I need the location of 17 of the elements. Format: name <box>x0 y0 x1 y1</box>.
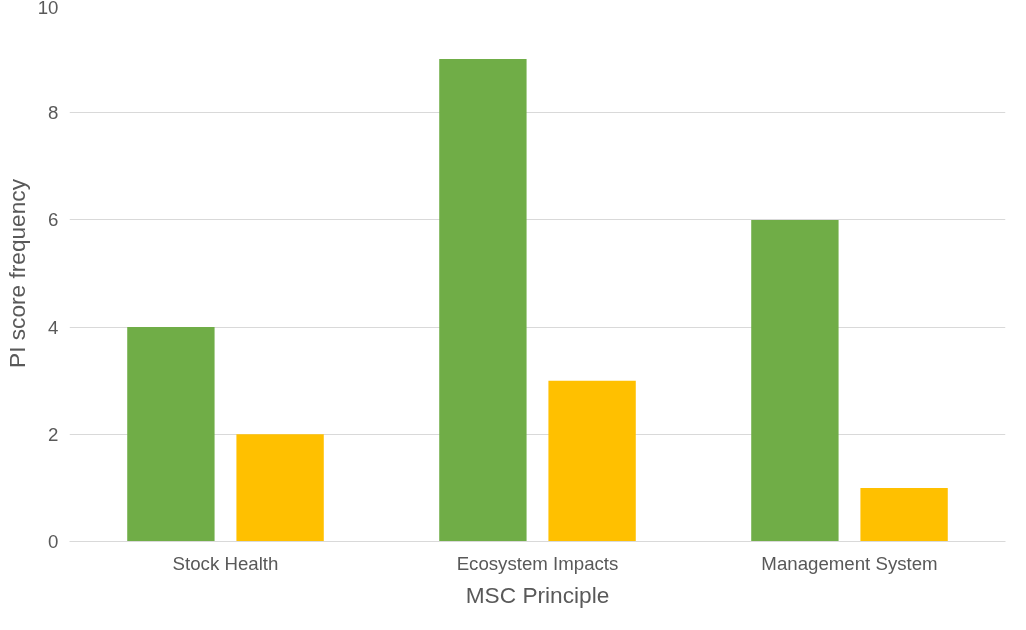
x-tick-label: Stock Health <box>172 552 279 574</box>
y-tick-label: 8 <box>48 102 59 124</box>
bar <box>860 487 948 542</box>
x-axis-title: MSC Principle <box>465 581 610 608</box>
y-tick-label: 2 <box>48 423 59 445</box>
bar <box>439 59 527 542</box>
y-axis-title: PI score frequency <box>3 178 30 368</box>
y-tick-label: 4 <box>48 316 59 338</box>
y-tick-label: 6 <box>48 209 59 231</box>
x-tick-label: Ecosystem Impacts <box>456 552 619 574</box>
bar <box>127 327 215 542</box>
bar <box>548 380 636 542</box>
x-tick-label: Management System <box>761 552 938 574</box>
bar <box>236 434 324 542</box>
y-tick-label: 10 <box>37 0 59 18</box>
bar <box>751 219 839 542</box>
y-tick-label: 0 <box>48 531 59 552</box>
